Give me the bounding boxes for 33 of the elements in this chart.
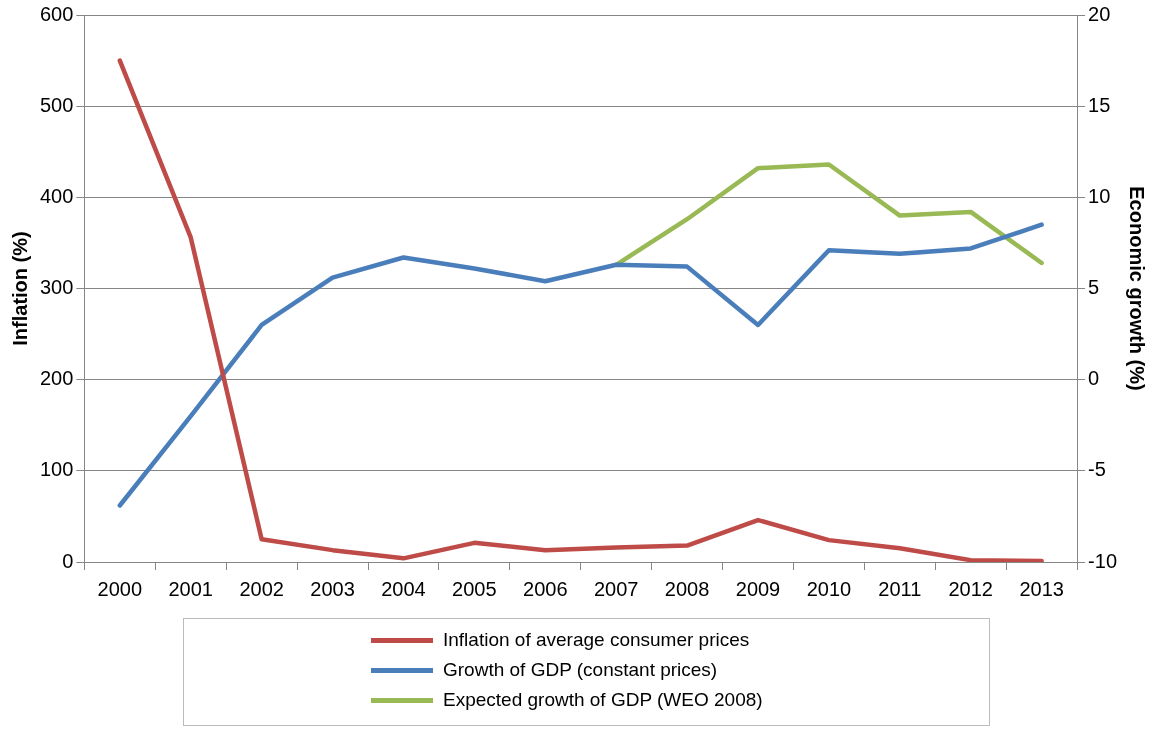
y-tick-label: 300 — [39, 276, 74, 299]
y2-tick-label: 10 — [1088, 184, 1111, 207]
x-tick-label: 2005 — [452, 577, 497, 600]
x-tick-label: 2004 — [381, 577, 426, 600]
y-axis-title: Inflation (%) — [8, 231, 31, 346]
y2-tick-label: 5 — [1088, 276, 1100, 299]
y-tick-label: 100 — [39, 458, 74, 481]
y2-tick-label: -10 — [1088, 549, 1117, 572]
x-tick-label: 2000 — [97, 577, 143, 600]
y-tick-label: 500 — [39, 93, 74, 116]
legend-label: Growth of GDP (constant prices) — [443, 659, 718, 681]
y2-tick-label: -5 — [1088, 458, 1106, 481]
legend-label: Expected growth of GDP (WEO 2008) — [443, 689, 763, 711]
y2-axis-title: Economic growth (%) — [1126, 186, 1149, 391]
x-tick-label: 2002 — [239, 577, 284, 600]
x-tick-label: 2011 — [878, 577, 922, 600]
x-tick-label: 2010 — [806, 577, 852, 600]
legend-label: Inflation of average consumer prices — [443, 629, 750, 651]
x-tick-label: 2009 — [735, 577, 781, 600]
x-tick-label: 2008 — [664, 577, 710, 600]
y-tick-label: 200 — [39, 367, 74, 390]
y2-tick-label: 20 — [1088, 2, 1111, 25]
x-tick-label: 2006 — [523, 577, 568, 600]
y-tick-label: 600 — [39, 2, 74, 25]
x-tick-label: 2013 — [1019, 577, 1064, 600]
x-tick-label: 2003 — [310, 577, 355, 600]
x-tick-label: 2001 — [168, 577, 213, 600]
y-tick-label: 400 — [39, 184, 74, 207]
y2-tick-label: 15 — [1088, 93, 1111, 116]
y-tick-label: 0 — [62, 549, 74, 572]
y2-tick-label: 0 — [1088, 367, 1100, 390]
x-tick-label: 2007 — [593, 577, 639, 600]
x-tick-label: 2012 — [948, 577, 993, 600]
